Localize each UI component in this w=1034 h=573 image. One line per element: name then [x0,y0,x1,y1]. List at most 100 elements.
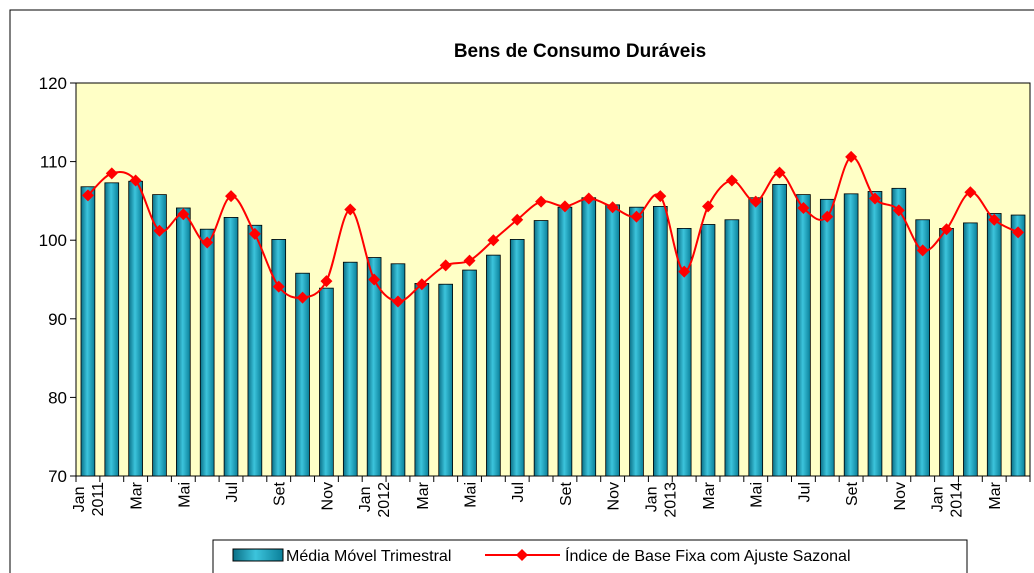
line-marker [558,200,571,213]
bar [104,182,120,477]
bar [1010,214,1026,477]
bar [223,217,239,477]
legend-label: Índice de Base Fixa com Ajuste Sazonal [565,546,851,565]
line [87,155,1019,303]
x-tick-label: Jan 2012 [357,482,393,518]
x-tick-label: Mar [129,481,146,509]
x-tick-label: Nov [606,482,623,510]
bar [963,222,978,477]
x-tick-label: Mai [176,482,193,508]
bar [247,224,263,477]
bar [891,187,907,477]
line-marker [487,234,500,247]
line-marker [821,210,834,223]
bar [509,239,525,477]
plot-area [75,82,1031,477]
chart-title: Bens de Consumo Duráveis [454,41,706,62]
y-tick-label: 110 [40,153,67,172]
legend-label: Média Móvel Trimestral [286,548,451,565]
line-marker [630,210,643,223]
bar [748,197,764,477]
x-tick-label: Mar [701,481,718,509]
bar [80,186,96,477]
line-marker [105,167,118,180]
y-tick-label: 100 [39,231,67,250]
legend-swatch [232,548,284,562]
line-marker [988,213,1001,226]
x-tick-label: Mai [749,482,766,508]
bar [199,228,215,477]
bar [796,194,811,477]
line-marker [678,265,691,278]
bar [986,213,1002,477]
bar [700,224,716,477]
line-marker [535,195,548,208]
x-tick-label: Nov [892,482,909,510]
bar [486,254,501,477]
bar [176,207,191,477]
x-tick-label: Mar [987,481,1004,509]
line-marker [129,174,142,187]
line-marker [749,195,762,208]
bar [915,219,930,477]
x-tick-label: Mar [415,481,432,509]
bar [867,191,883,477]
x-tick-label: Jan 2011 [71,482,107,517]
x-tick-label: Mai [463,482,480,508]
x-tick-label: Jul [224,482,241,502]
bar [653,206,668,477]
line-marker [272,280,285,293]
bar [939,228,954,477]
bar [819,198,835,477]
bar [295,272,310,477]
bar [414,283,430,477]
line-marker [964,186,977,199]
line-marker [725,174,738,187]
line-marker [892,204,905,217]
bar [557,206,573,477]
bar [533,220,549,477]
y-tick-label: 90 [48,310,67,329]
bar [271,239,287,477]
y-tick-label: 70 [48,467,67,486]
x-tick-label: Jul [510,482,527,502]
bar [605,204,620,477]
line-marker [320,275,333,288]
bar [772,183,787,477]
bar [724,219,740,477]
legend-swatch [516,549,528,561]
x-tick-label: Set [558,481,575,506]
bar [843,193,859,477]
x-tick-label: Jan 2013 [643,482,679,518]
x-tick-label: Jan 2014 [930,482,966,518]
line-marker [868,192,881,205]
line-marker [296,291,309,304]
legend-box [212,539,968,573]
line-marker [248,227,261,240]
bar [342,261,358,477]
line-marker [177,208,190,221]
x-tick-label: Set [272,481,289,506]
line-marker [606,201,619,214]
bar [462,269,477,477]
line-marker [81,189,94,202]
bar [581,197,597,477]
line-marker [1012,226,1025,239]
line-marker [391,295,404,308]
x-tick-label: Nov [319,482,336,510]
bar [319,287,334,477]
bar [629,206,644,477]
y-tick-label: 120 [39,74,67,93]
bar [438,283,453,477]
line-marker [463,254,476,267]
line-marker [368,273,381,286]
line-marker [344,203,357,216]
x-tick-label: Set [844,481,861,506]
line-marker [654,190,667,203]
line-marker [511,213,524,226]
line-marker [702,200,715,213]
bar [676,228,692,477]
line-marker [415,278,428,291]
line-marker [225,190,238,203]
